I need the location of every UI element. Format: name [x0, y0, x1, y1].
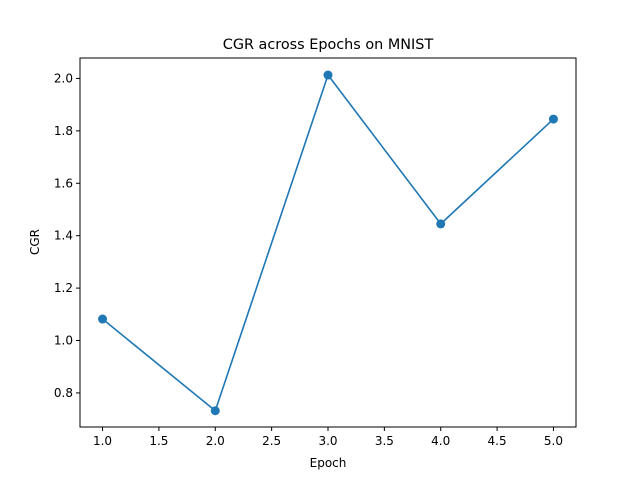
x-tick-label: 3.5 — [375, 434, 394, 448]
data-point — [323, 70, 333, 80]
x-tick-label: 1.5 — [149, 434, 168, 448]
x-tick-label: 2.5 — [262, 434, 281, 448]
y-tick-label: 1.2 — [54, 281, 73, 295]
data-point — [548, 114, 558, 124]
y-tick-label: 1.6 — [54, 176, 73, 190]
y-tick-label: 0.8 — [54, 386, 73, 400]
x-tick-label: 2.0 — [206, 434, 225, 448]
data-point — [210, 406, 220, 416]
plot-area — [98, 70, 558, 416]
y-tick-label: 1.4 — [54, 229, 73, 243]
y-tick-label: 1.0 — [54, 334, 73, 348]
y-axis-label: CGR — [28, 229, 42, 255]
x-axis-label: Epoch — [310, 456, 347, 470]
x-axis: 1.0 1.5 2.0 2.5 3.0 3.5 4.0 4.5 5.0 — [93, 427, 563, 448]
x-tick-label: 1.0 — [93, 434, 112, 448]
x-tick-label: 4.0 — [431, 434, 450, 448]
x-tick-label: 5.0 — [544, 434, 563, 448]
data-point — [98, 314, 108, 324]
data-point — [436, 219, 446, 229]
y-axis: 0.8 1.0 1.2 1.4 1.6 1.8 2.0 — [54, 71, 80, 400]
chart-title: CGR across Epochs on MNIST — [223, 37, 434, 53]
y-tick-label: 1.8 — [54, 124, 73, 138]
x-tick-label: 4.5 — [488, 434, 507, 448]
x-tick-label: 3.0 — [318, 434, 337, 448]
y-tick-label: 2.0 — [54, 71, 73, 85]
